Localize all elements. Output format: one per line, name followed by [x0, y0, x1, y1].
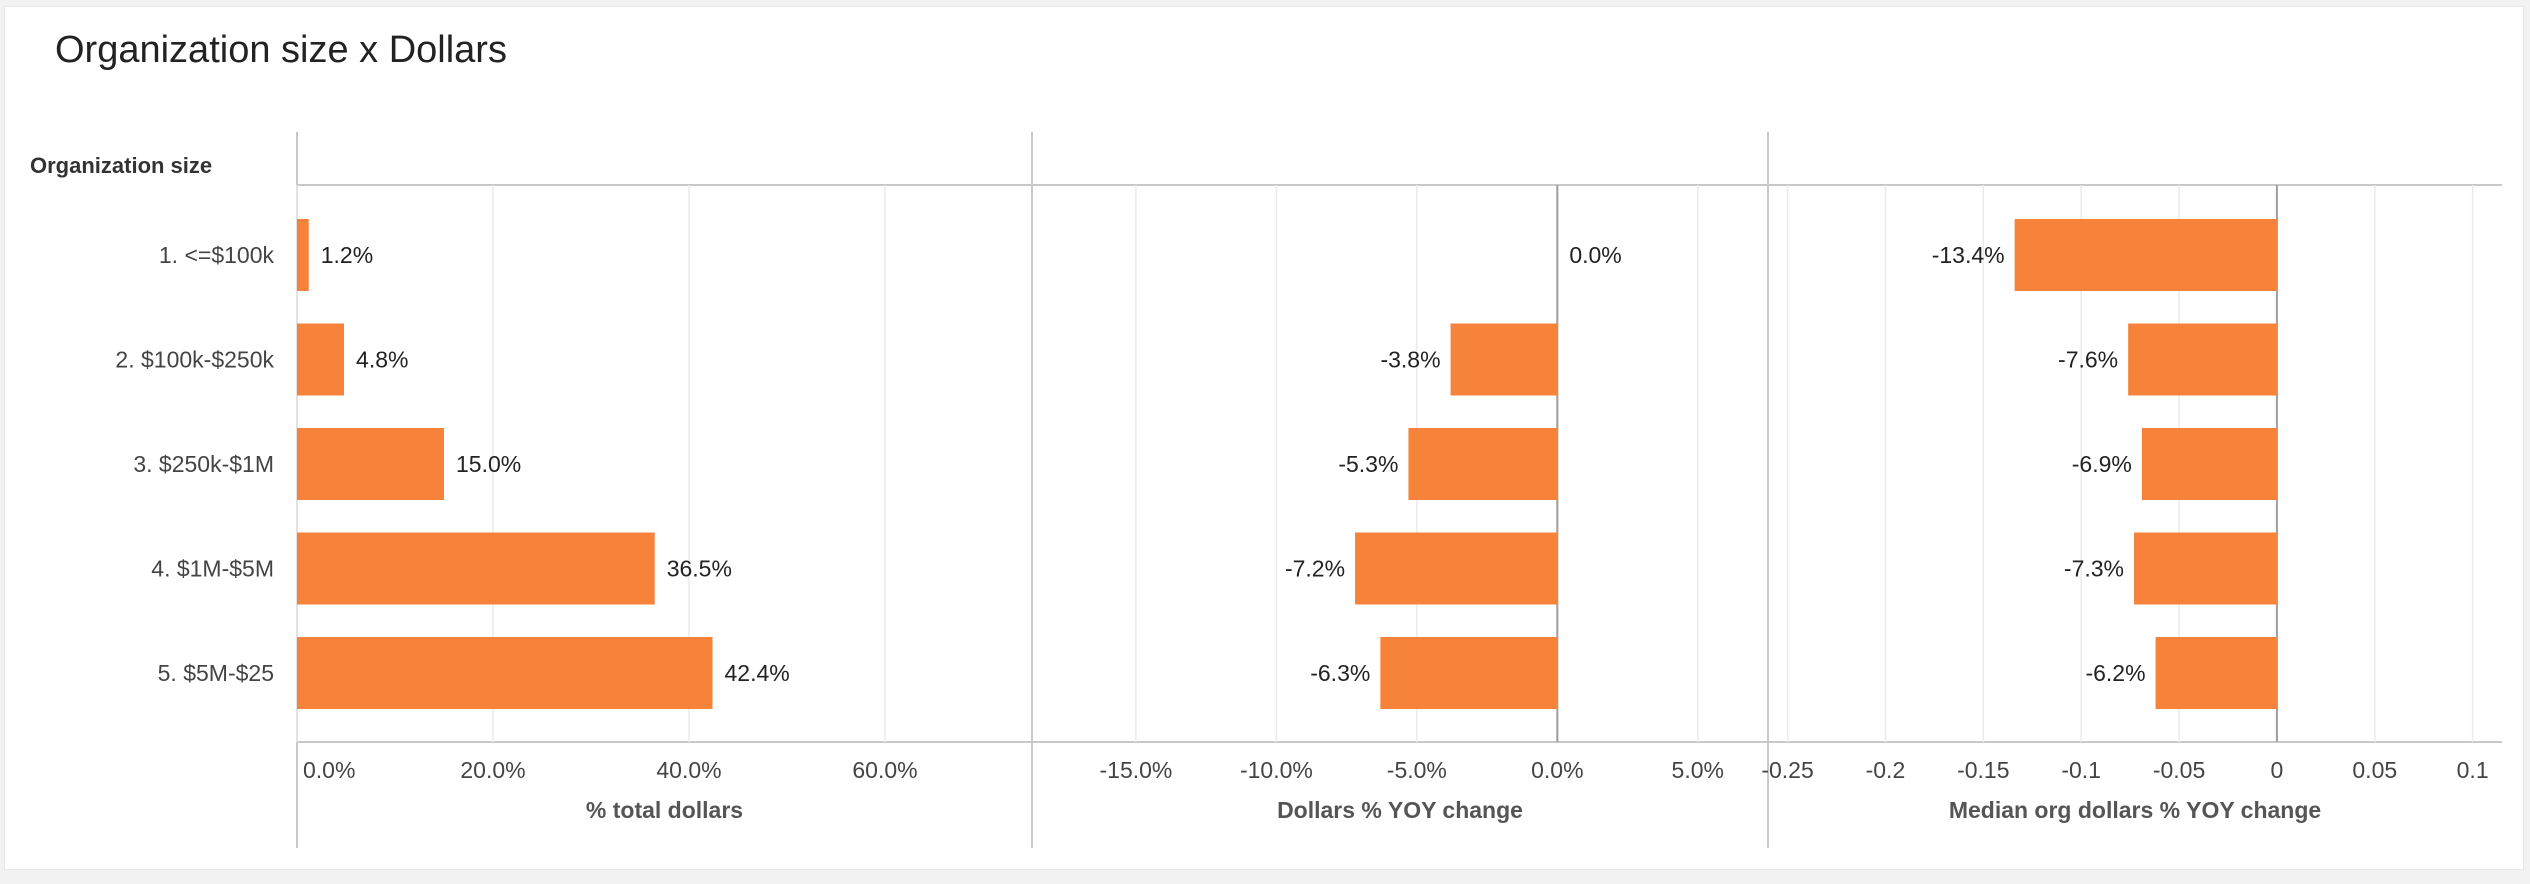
x-tick-label: -15.0% — [1100, 757, 1173, 783]
data-label: -5.3% — [1338, 451, 1398, 477]
data-label: 0.0% — [1569, 242, 1621, 268]
category-label: 5. $5M-$25 — [158, 660, 274, 686]
data-label: -6.3% — [1310, 660, 1370, 686]
bar — [2134, 532, 2277, 605]
data-label: -6.2% — [2085, 660, 2145, 686]
bar — [2014, 219, 2277, 291]
x-axis-title: Median org dollars % YOY change — [1949, 797, 2321, 823]
bar — [1450, 323, 1558, 396]
x-tick-label: 40.0% — [656, 757, 721, 783]
category-label: 1. <=$100k — [159, 242, 275, 268]
x-tick-label: -5.0% — [1387, 757, 1447, 783]
bar — [1408, 428, 1558, 500]
data-label: -3.8% — [1380, 347, 1440, 373]
x-tick-label: 60.0% — [852, 757, 917, 783]
data-label: -7.2% — [1285, 556, 1345, 582]
category-label: 4. $1M-$5M — [151, 556, 274, 582]
bar — [297, 637, 713, 709]
bar — [2155, 637, 2277, 709]
x-tick-label: 0.1 — [2457, 757, 2489, 783]
x-tick-label: -0.15 — [1957, 757, 2009, 783]
row-header: Organization size — [30, 153, 212, 178]
bar — [1380, 637, 1558, 709]
data-label: 42.4% — [725, 660, 790, 686]
data-label: -13.4% — [1932, 242, 2005, 268]
x-tick-label: 0.0% — [1531, 757, 1583, 783]
x-tick-label: 0.05 — [2352, 757, 2397, 783]
bar — [297, 532, 655, 605]
data-label: 36.5% — [667, 556, 732, 582]
x-tick-label: -0.25 — [1761, 757, 1813, 783]
category-label: 3. $250k-$1M — [133, 451, 274, 477]
data-label: -7.3% — [2064, 556, 2124, 582]
x-tick-label: 5.0% — [1672, 757, 1724, 783]
x-tick-label: -0.2 — [1866, 757, 1906, 783]
bar — [2141, 428, 2277, 500]
category-label: 2. $100k-$250k — [115, 347, 274, 373]
data-label: 4.8% — [356, 347, 408, 373]
x-tick-label: 20.0% — [460, 757, 525, 783]
bar — [2128, 323, 2277, 396]
x-tick-label: -10.0% — [1240, 757, 1313, 783]
x-tick-label: -0.05 — [2153, 757, 2205, 783]
data-label: -7.6% — [2058, 347, 2118, 373]
x-axis-title: % total dollars — [586, 797, 743, 823]
bar — [297, 428, 444, 500]
x-tick-label: -0.1 — [2061, 757, 2101, 783]
data-label: 1.2% — [321, 242, 373, 268]
data-label: -6.9% — [2072, 451, 2132, 477]
bar — [297, 219, 309, 291]
x-axis-title: Dollars % YOY change — [1277, 797, 1523, 823]
bar — [297, 323, 345, 396]
data-label: 15.0% — [456, 451, 521, 477]
x-tick-label: 0.0% — [303, 757, 355, 783]
bar — [1355, 532, 1558, 605]
chart-title: Organization size x Dollars — [55, 29, 507, 71]
x-tick-label: 0 — [2271, 757, 2284, 783]
